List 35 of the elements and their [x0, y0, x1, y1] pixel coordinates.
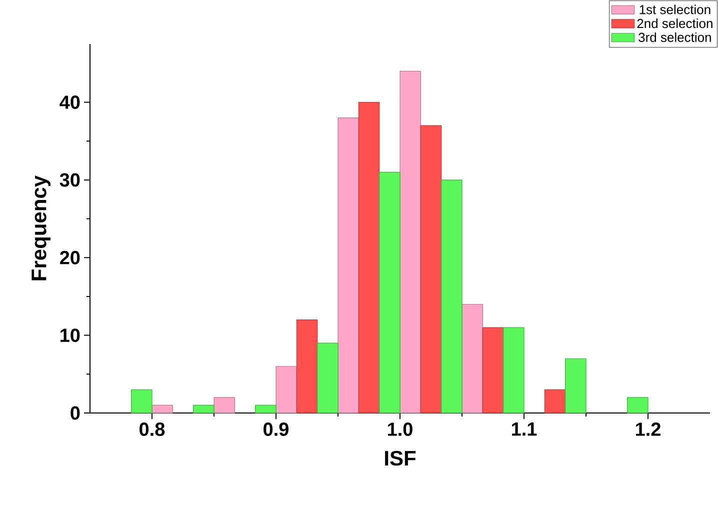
bar: [214, 397, 235, 414]
y-tick-label: 20: [60, 250, 80, 264]
bar: [193, 404, 214, 414]
bar: [400, 70, 421, 414]
bar: [255, 404, 276, 414]
bar: [296, 319, 318, 414]
bar: [544, 389, 566, 414]
x-tick-label: 1.2: [636, 422, 660, 436]
x-axis-title: ISF: [385, 450, 416, 466]
bar: [379, 172, 400, 414]
y-tick-label: 0: [70, 406, 80, 420]
legend-label: 1st selection: [640, 4, 710, 14]
x-tick-label: 1.1: [512, 422, 537, 436]
bar: [276, 366, 297, 414]
x-tick-label: 0.9: [264, 422, 288, 436]
y-tick-label: 40: [60, 96, 80, 109]
bar: [503, 327, 524, 414]
bar: [317, 342, 338, 414]
y-tick-label: 10: [60, 328, 80, 342]
bar: [565, 358, 586, 414]
legend-label: 2nd selection: [637, 18, 712, 28]
legend-label: 3rd selection: [638, 32, 711, 42]
bar: [462, 304, 483, 414]
bar: [338, 117, 359, 414]
bar: [482, 327, 504, 414]
bar: [358, 102, 380, 414]
bar: [152, 404, 173, 414]
bar: [627, 397, 648, 414]
bar: [441, 180, 462, 414]
x-tick-label: 1.0: [388, 422, 412, 436]
x-tick-label: 0.8: [140, 422, 165, 436]
y-axis-title: Frequency: [32, 176, 51, 280]
bar: [420, 125, 442, 414]
y-tick-label: 30: [60, 173, 80, 187]
bar: [131, 389, 152, 414]
